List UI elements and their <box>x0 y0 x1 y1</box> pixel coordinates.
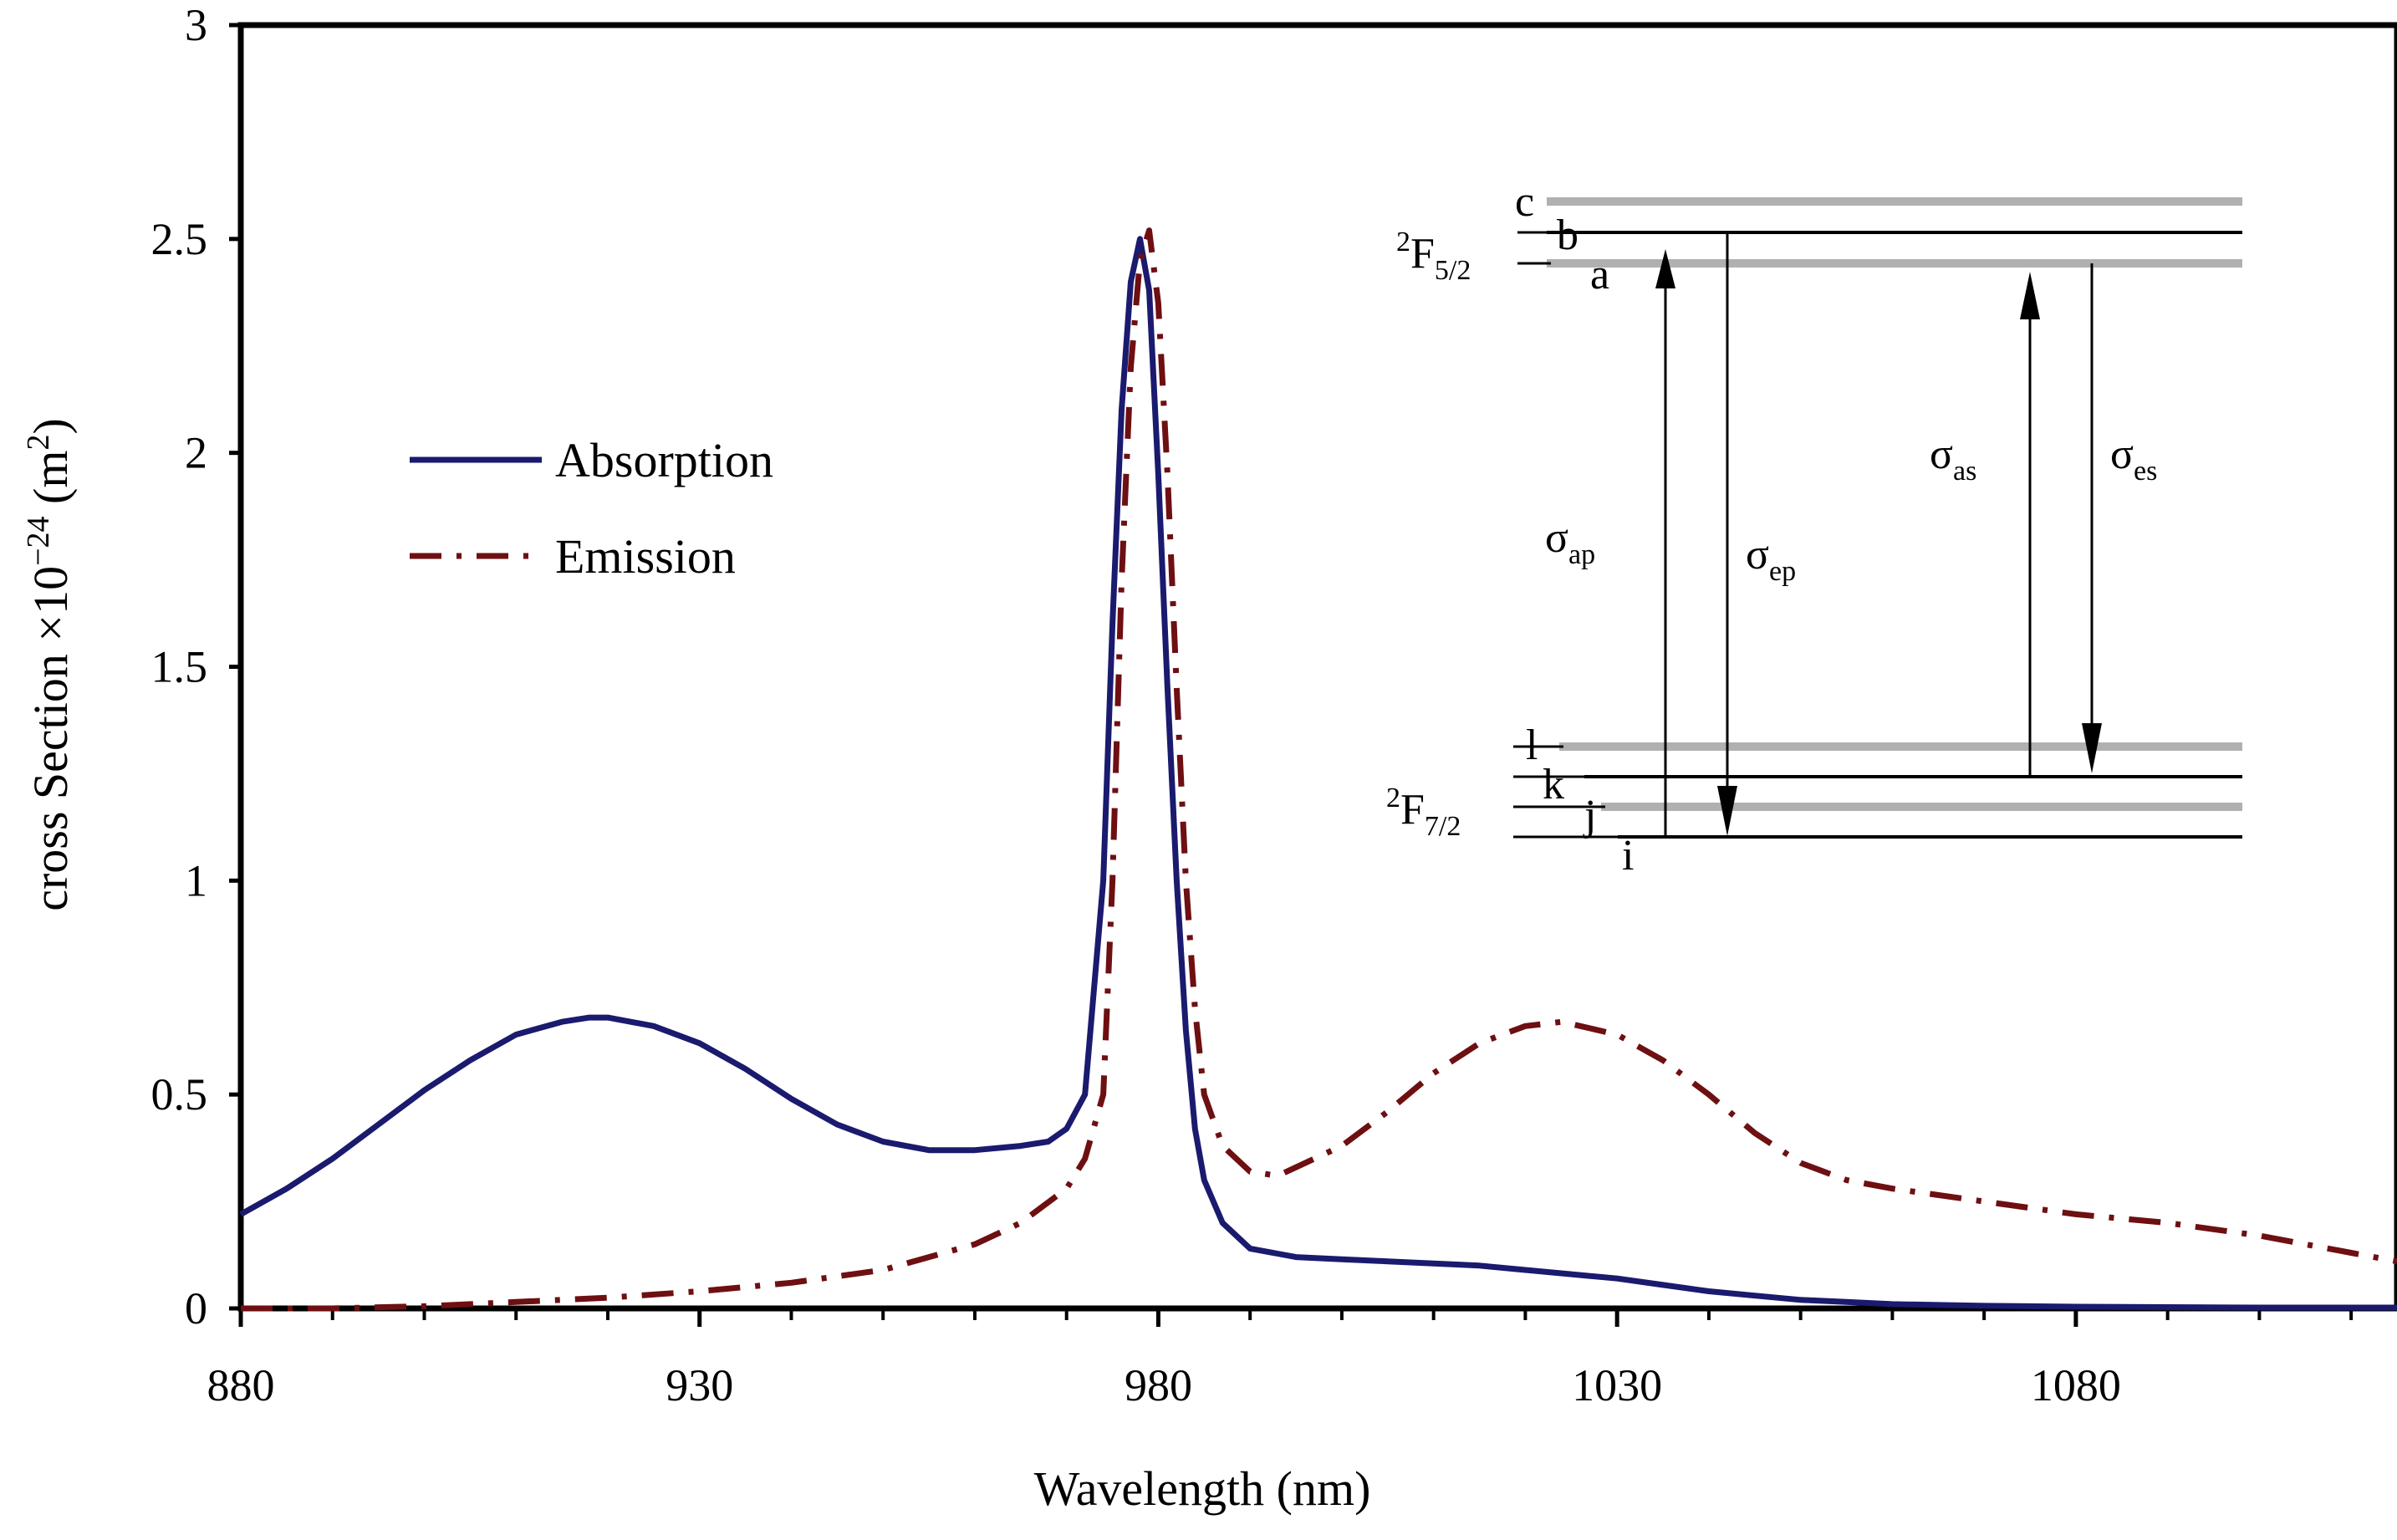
y-tick-label-2: 1 <box>185 855 207 905</box>
transition-ap-symbol: σ <box>1545 514 1568 562</box>
transition-as-symbol: σ <box>1930 431 1953 478</box>
y-axis-title-close: ) <box>23 418 78 434</box>
legend: Absorption Emission <box>410 433 773 584</box>
x-axis-title: Wavelength (nm) <box>1034 1461 1371 1516</box>
transition-ep-symbol: σ <box>1746 531 1769 579</box>
y-tick-label-4: 2 <box>185 428 207 478</box>
transition-as-label: σas <box>1930 431 1976 487</box>
y-axis-title-main: cross Section ×10 <box>23 566 78 911</box>
transition-ep-label: σep <box>1746 531 1796 587</box>
transition-ap-arrowhead <box>1655 249 1675 288</box>
y-tick-label-3: 1.5 <box>151 642 208 692</box>
series-line-emission <box>241 227 2397 1312</box>
lower-manifold-base: F <box>1400 786 1425 834</box>
y-tick-label-6: 3 <box>185 0 207 50</box>
lower-manifold-sub: 7/2 <box>1425 811 1461 842</box>
transition-ap-sub: ap <box>1568 539 1595 570</box>
lower-manifold-pre: 2 <box>1386 783 1400 813</box>
transition-es-symbol: σ <box>2110 431 2134 478</box>
energy-level-diagram: c b a l k j i 2F5/2 2F7/2 σap σep σas σe… <box>1386 178 2242 880</box>
upper-manifold-sub: 5/2 <box>1435 255 1471 286</box>
plot-frame <box>237 22 2397 1312</box>
x-tick-label-2: 980 <box>1125 1360 1192 1410</box>
series-layer <box>239 227 2397 1312</box>
lower-manifold-label: 2F7/2 <box>1386 783 1461 842</box>
y-tick-label-1: 0.5 <box>151 1069 208 1119</box>
y-axis-ticks: 0 0.5 1 1.5 2 2.5 3 <box>151 0 241 1333</box>
y-tick-label-5: 2.5 <box>151 214 208 264</box>
legend-entry-absorption: Absorption <box>410 433 773 487</box>
upper-manifold-label: 2F5/2 <box>1396 227 1471 286</box>
y-axis-title-unit: (m <box>23 451 78 517</box>
x-tick-label-3: 1030 <box>1572 1360 1662 1410</box>
upper-manifold-pre: 2 <box>1396 227 1410 258</box>
level-label-b: b <box>1557 212 1578 259</box>
legend-label-absorption: Absorption <box>555 433 773 487</box>
y-tick-label-0: 0 <box>185 1283 207 1333</box>
series-line-absorption <box>239 236 2397 1311</box>
y-axis-title: cross Section ×10−24 (m2) <box>21 418 78 911</box>
level-label-c: c <box>1515 178 1534 226</box>
transition-ep-sub: ep <box>1769 556 1796 587</box>
x-tick-label-4: 1080 <box>2031 1360 2121 1410</box>
transition-ap-label: σap <box>1545 514 1595 570</box>
legend-label-emission: Emission <box>555 529 736 584</box>
upper-manifold-base: F <box>1410 230 1435 278</box>
x-axis-ticks: 880 930 980 1030 1080 <box>207 1308 2354 1410</box>
transition-as-sub: as <box>1953 456 1976 487</box>
level-label-a: a <box>1590 251 1609 298</box>
transition-ep-arrowhead <box>1717 786 1737 836</box>
legend-entry-emission: Emission <box>410 529 736 584</box>
x-tick-label-0: 880 <box>207 1360 275 1410</box>
x-tick-label-1: 930 <box>666 1360 733 1410</box>
transition-es-sub: es <box>2134 456 2157 487</box>
level-label-i: i <box>1622 832 1634 880</box>
level-label-k: k <box>1543 761 1564 808</box>
level-label-j: j <box>1583 792 1596 839</box>
level-label-l: l <box>1526 722 1538 769</box>
y-axis-title-exponent: −24 <box>21 516 56 565</box>
y-axis-title-unit-sup: 2 <box>21 435 56 451</box>
transition-as-arrowhead <box>2020 272 2040 319</box>
transition-es-label: σes <box>2110 431 2157 487</box>
transition-es-arrowhead <box>2082 723 2102 773</box>
